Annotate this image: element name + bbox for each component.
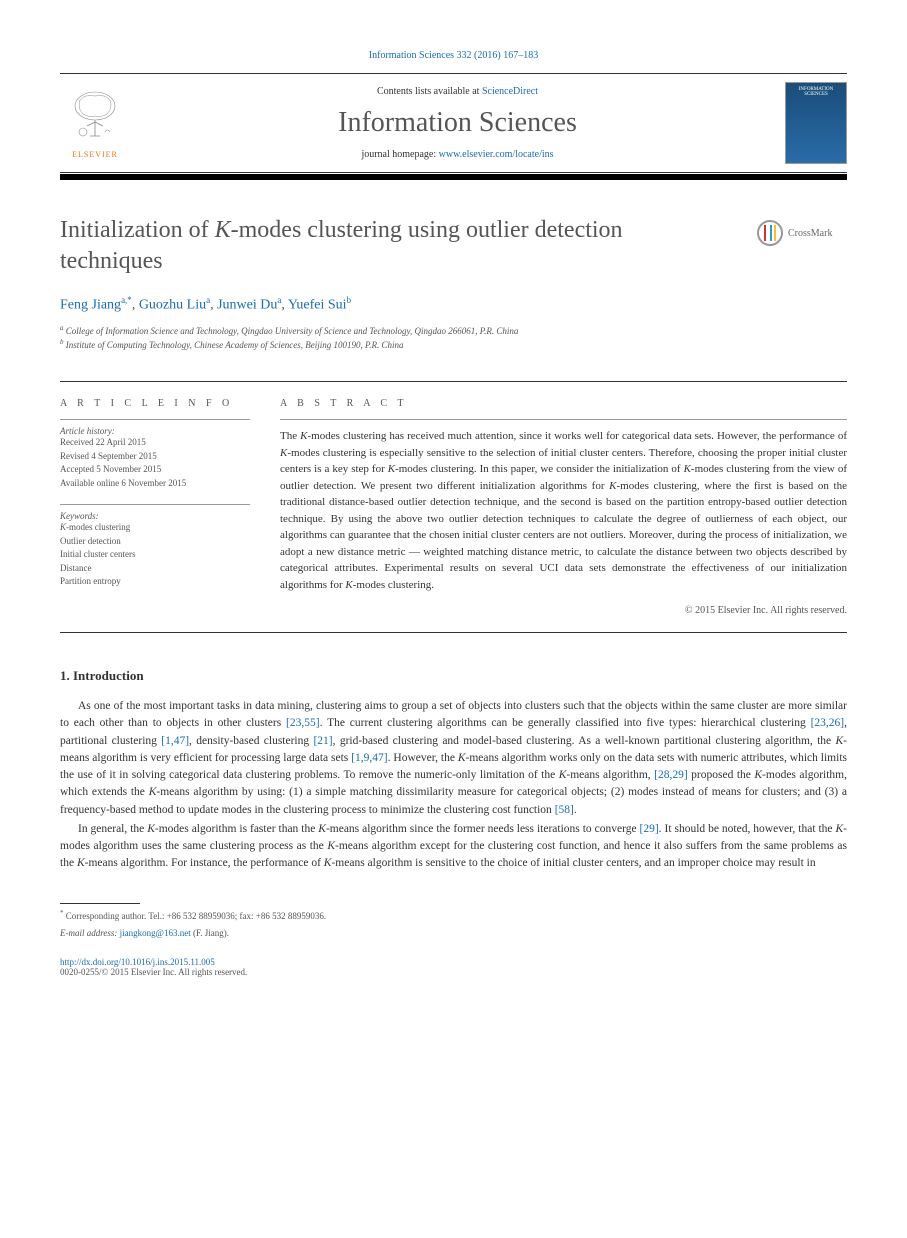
ref-23-26[interactable]: [23,26] <box>811 717 845 729</box>
article-info-heading: A R T I C L E I N F O <box>60 398 250 409</box>
history-label: Article history: <box>60 426 250 436</box>
contents-available: Contents lists available at ScienceDirec… <box>142 86 773 97</box>
email-link[interactable]: jiangkong@163.net <box>120 928 191 938</box>
abstract-copyright: © 2015 Elsevier Inc. All rights reserved… <box>280 605 847 616</box>
crossmark-icon <box>757 220 783 246</box>
crossmark-label: CrossMark <box>788 227 832 240</box>
email-label: E-mail address: <box>60 928 120 938</box>
journal-cover-thumb: INFORMATION SCIENCES <box>785 82 847 164</box>
citation-line: Information Sciences 332 (2016) 167–183 <box>60 50 847 61</box>
ref-21[interactable]: [21] <box>313 735 332 747</box>
footnote-star: * <box>60 909 64 917</box>
black-divider <box>60 174 847 180</box>
ref-23-55[interactable]: [23,55] <box>286 717 320 729</box>
intro-para-1: As one of the most important tasks in da… <box>60 698 847 819</box>
history-online: Available online 6 November 2015 <box>60 477 250 491</box>
journal-header-box: ELSEVIER Contents lists available at Sci… <box>60 73 847 173</box>
authors-line: Feng Jianga,*, Guozhu Liua, Junwei Dua, … <box>60 295 847 314</box>
author-4-affil: b <box>347 295 352 305</box>
author-3-affil: a <box>277 295 281 305</box>
abstract-bottom-rule <box>60 632 847 633</box>
journal-name: Information Sciences <box>142 107 773 139</box>
abstract-col: A B S T R A C T The K-modes clustering h… <box>280 382 847 616</box>
title-text: Initialization of K-modes clustering usi… <box>60 217 623 274</box>
keyword-3: Initial cluster centers <box>60 548 250 562</box>
elsevier-logo: ELSEVIER <box>60 83 130 163</box>
keyword-5: Partition entropy <box>60 575 250 589</box>
contents-prefix: Contents lists available at <box>377 86 482 97</box>
footnote-email: E-mail address: jiangkong@163.net (F. Ji… <box>60 927 847 941</box>
author-3[interactable]: Junwei Du <box>217 298 277 313</box>
history-block: Article history: Received 22 April 2015 … <box>60 419 250 490</box>
affiliations: a College of Information Science and Tec… <box>60 324 847 351</box>
abstract-text: The K-modes clustering has received much… <box>280 419 847 593</box>
keyword-1: K-modes clustering <box>60 521 250 535</box>
homepage-line: journal homepage: www.elsevier.com/locat… <box>142 149 773 160</box>
footnote-rule <box>60 903 140 904</box>
doi-link[interactable]: http://dx.doi.org/10.1016/j.ins.2015.11.… <box>60 957 215 967</box>
page-container: Information Sciences 332 (2016) 167–183 … <box>0 0 907 1027</box>
ref-29[interactable]: [29] <box>640 823 659 835</box>
sciencedirect-link[interactable]: ScienceDirect <box>482 86 538 97</box>
cover-title: INFORMATION SCIENCES <box>790 87 842 97</box>
history-revised: Revised 4 September 2015 <box>60 450 250 464</box>
section-intro-heading: 1. Introduction <box>60 668 847 684</box>
intro-para-2: In general, the K-modes algorithm is fas… <box>60 821 847 873</box>
article-info-col: A R T I C L E I N F O Article history: R… <box>60 382 250 616</box>
issn-line: 0020-0255/© 2015 Elsevier Inc. All right… <box>60 967 847 977</box>
citation-link[interactable]: Information Sciences 332 (2016) 167–183 <box>369 50 538 61</box>
ref-1-47[interactable]: [1,47] <box>161 735 189 747</box>
history-received: Received 22 April 2015 <box>60 436 250 450</box>
author-1-affil: a,* <box>121 295 132 305</box>
author-4[interactable]: Yuefei Sui <box>288 298 347 313</box>
corr-author-text: Corresponding author. Tel.: +86 532 8895… <box>66 911 326 921</box>
history-accepted: Accepted 5 November 2015 <box>60 463 250 477</box>
info-abstract-row: A R T I C L E I N F O Article history: R… <box>60 381 847 616</box>
keywords-block: Keywords: K-modes clustering Outlier det… <box>60 504 250 589</box>
doi-block: http://dx.doi.org/10.1016/j.ins.2015.11.… <box>60 957 847 977</box>
crossmark-badge[interactable]: CrossMark <box>757 220 847 246</box>
author-2[interactable]: Guozhu Liu <box>139 298 206 313</box>
homepage-prefix: journal homepage: <box>361 149 438 160</box>
ref-1-9-47[interactable]: [1,9,47] <box>351 752 387 764</box>
author-1[interactable]: Feng Jiang <box>60 298 121 313</box>
email-suffix: (F. Jiang). <box>191 928 229 938</box>
affiliation-a: a College of Information Science and Tec… <box>60 324 847 338</box>
keyword-4: Distance <box>60 562 250 576</box>
homepage-link[interactable]: www.elsevier.com/locate/ins <box>439 149 554 160</box>
author-2-affil: a <box>206 295 210 305</box>
keywords-label: Keywords: <box>60 511 250 521</box>
abstract-heading: A B S T R A C T <box>280 398 847 409</box>
elsevier-tree-icon <box>65 88 125 148</box>
elsevier-name: ELSEVIER <box>72 150 118 159</box>
ref-28-29[interactable]: [28,29] <box>654 769 688 781</box>
header-center: Contents lists available at ScienceDirec… <box>142 86 773 160</box>
ref-58[interactable]: [58] <box>555 804 574 816</box>
article-title: Initialization of K-modes clustering usi… <box>60 215 847 277</box>
footnote-corresponding: * Corresponding author. Tel.: +86 532 88… <box>60 908 847 924</box>
keyword-2: Outlier detection <box>60 535 250 549</box>
affiliation-b: b Institute of Computing Technology, Chi… <box>60 338 847 352</box>
